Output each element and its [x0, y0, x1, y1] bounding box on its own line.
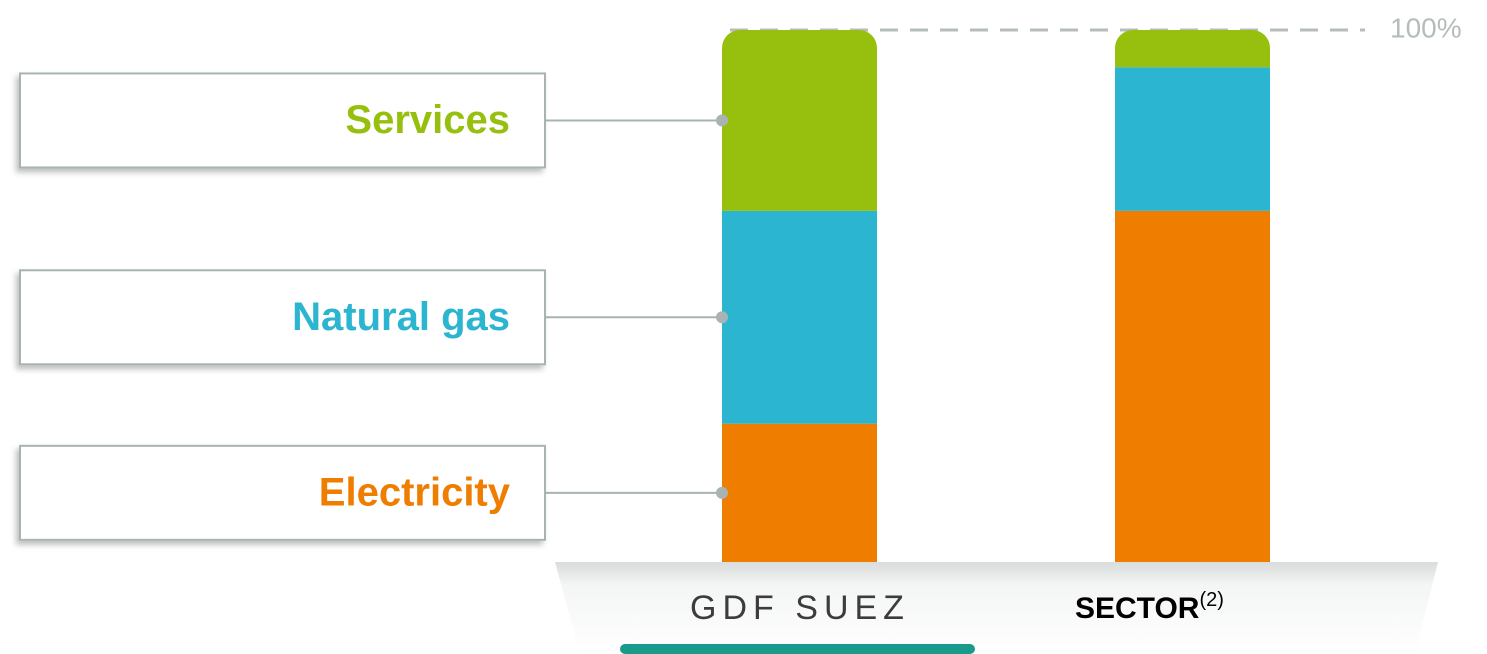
- legend-box: [19, 269, 546, 366]
- legend-label: Electricity: [319, 470, 511, 514]
- category-name: SECTOR: [1075, 592, 1200, 625]
- legend-box: [19, 444, 546, 541]
- legend-label: Services: [345, 98, 510, 142]
- bar-segment: [1115, 210, 1270, 562]
- platform: [555, 562, 1438, 654]
- stack: [1115, 30, 1270, 562]
- x-tick-label: SECTOR(2): [1075, 589, 1224, 625]
- y-tick-label: 100%: [1390, 12, 1462, 43]
- legend-label: Natural gas: [292, 295, 510, 339]
- connector-dot: [716, 486, 728, 499]
- bar-segment: [1115, 30, 1270, 68]
- bar-segment: [1115, 67, 1270, 211]
- legend-box: [19, 72, 546, 169]
- connector-dot: [716, 114, 728, 127]
- stack: [722, 30, 877, 562]
- bar-segment: [722, 30, 877, 211]
- x-tick-label: GDF SUEZ: [690, 589, 910, 627]
- logo-underline: [620, 644, 975, 654]
- bar-segment: [722, 423, 877, 562]
- connector-dot: [716, 311, 728, 324]
- bar-segment: [722, 210, 877, 424]
- category-note: (2): [1199, 589, 1223, 611]
